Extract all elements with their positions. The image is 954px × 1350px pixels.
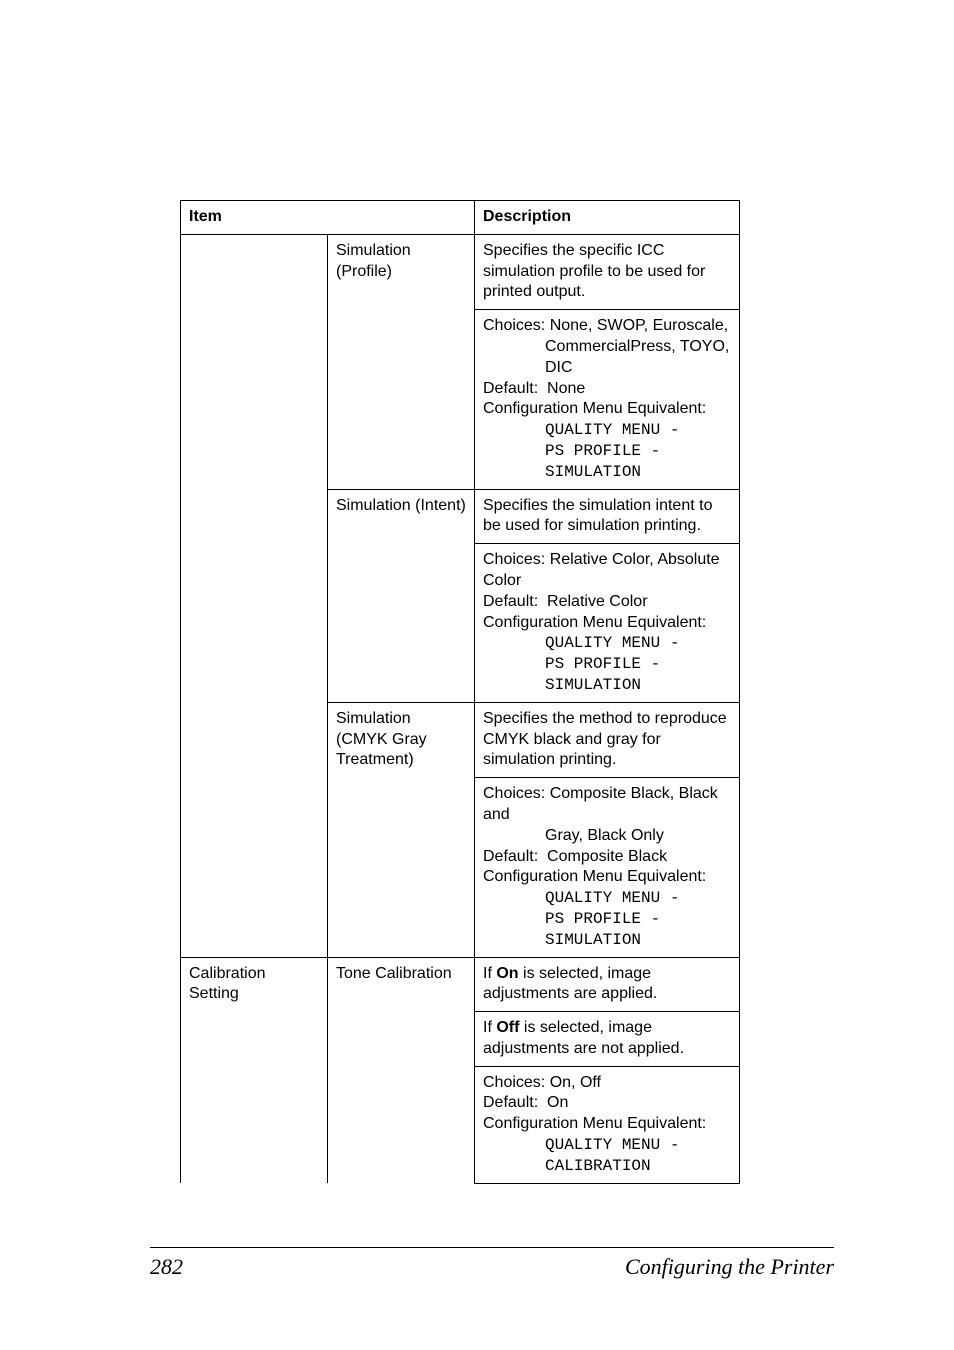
- item-cell: [181, 234, 328, 957]
- footer-title: Configuring the Printer: [625, 1254, 834, 1280]
- default-line: Default: Composite Black: [483, 848, 667, 865]
- subitem-cell: Simulation (Profile): [328, 234, 475, 489]
- desc-cell: Choices: Composite Black, Black and Gray…: [475, 778, 740, 957]
- desc-cell: If Off is selected, image adjustments ar…: [475, 1012, 740, 1067]
- cfg-menu-line: QUALITY MENU -: [483, 888, 731, 909]
- cfg-menu-line: SIMULATION: [483, 930, 731, 951]
- cfg-label: Configuration Menu Equivalent:: [483, 1115, 706, 1132]
- page: Item Description Simulation (Profile) Sp…: [0, 0, 954, 1350]
- subitem-cell: Simulation (CMYK Gray Treatment): [328, 702, 475, 957]
- footer-row: 282 Configuring the Printer: [150, 1254, 834, 1280]
- cfg-menu-line: QUALITY MENU -: [483, 420, 731, 441]
- desc-cell: Specifies the specific ICC simulation pr…: [475, 234, 740, 309]
- choices-label: Choices: Composite Black, Black and: [483, 785, 718, 823]
- table-header-row: Item Description: [181, 201, 740, 235]
- cfg-menu-line: SIMULATION: [483, 462, 731, 483]
- default-line: Default: None: [483, 380, 585, 397]
- cfg-label: Configuration Menu Equivalent:: [483, 614, 706, 631]
- desc-cell: Choices: None, SWOP, Euroscale, Commerci…: [475, 310, 740, 489]
- desc-cell: If On is selected, image adjustments are…: [475, 957, 740, 1012]
- table-row: Simulation (Profile) Specifies the speci…: [181, 234, 740, 309]
- desc-cell: Specifies the simulation intent to be us…: [475, 489, 740, 544]
- cfg-menu-line: PS PROFILE -: [483, 909, 731, 930]
- subitem-cell: Tone Calibration: [328, 957, 475, 1183]
- page-footer: 282 Configuring the Printer: [150, 1247, 834, 1280]
- table-row: Calibration Setting Tone Calibration If …: [181, 957, 740, 1012]
- subitem-cell: Simulation (Intent): [328, 489, 475, 702]
- cfg-menu-line: SIMULATION: [483, 675, 731, 696]
- desc-cell: Specifies the method to reproduce CMYK b…: [475, 702, 740, 777]
- cfg-menu-line: PS PROFILE -: [483, 654, 731, 675]
- choices-cont: Gray, Black Only: [483, 826, 731, 847]
- choices-label: Choices: Relative Color, Absolute Color: [483, 551, 720, 589]
- desc-cell: Choices: On, Off Default: On Configurati…: [475, 1066, 740, 1183]
- default-line: Default: On: [483, 1094, 568, 1111]
- cfg-label: Configuration Menu Equivalent:: [483, 868, 706, 885]
- desc-cell: Choices: Relative Color, Absolute Color …: [475, 544, 740, 703]
- settings-table: Item Description Simulation (Profile) Sp…: [180, 200, 740, 1184]
- cfg-label: Configuration Menu Equivalent:: [483, 400, 706, 417]
- choices-label: Choices: On, Off: [483, 1074, 601, 1091]
- cfg-menu-line: QUALITY MENU -: [483, 1135, 731, 1156]
- choices-cont: CommercialPress, TOYO, DIC: [483, 337, 731, 379]
- cfg-menu-line: CALIBRATION: [483, 1156, 731, 1177]
- choices-label: Choices: None, SWOP, Euroscale,: [483, 317, 728, 334]
- item-cell: Calibration Setting: [181, 957, 328, 1183]
- default-line: Default: Relative Color: [483, 593, 648, 610]
- cfg-menu-line: PS PROFILE -: [483, 441, 731, 462]
- cfg-menu-line: QUALITY MENU -: [483, 633, 731, 654]
- page-number: 282: [150, 1254, 183, 1280]
- footer-rule: [150, 1247, 834, 1248]
- header-description: Description: [475, 201, 740, 235]
- header-item: Item: [181, 201, 475, 235]
